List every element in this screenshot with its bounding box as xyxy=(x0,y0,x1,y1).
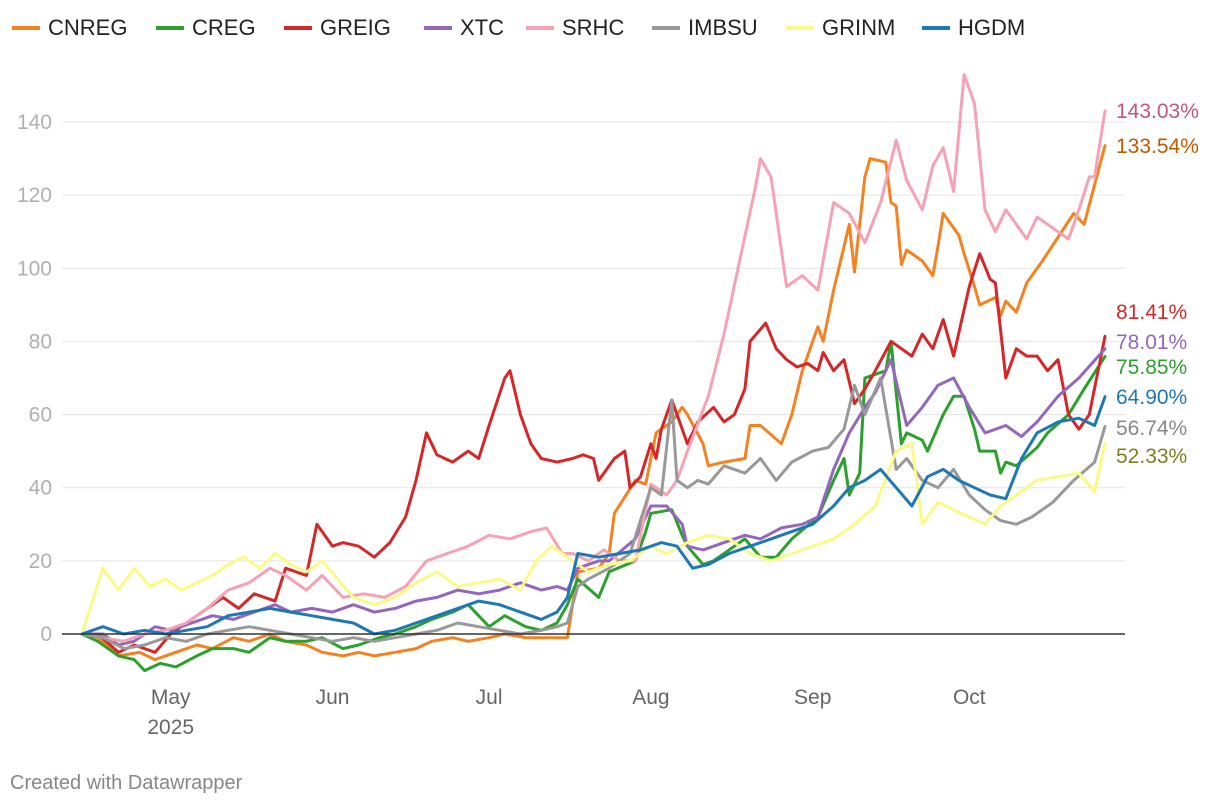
series-line-cnreg xyxy=(80,144,1107,662)
legend-label: SRHC xyxy=(562,15,624,40)
series-line-srhc xyxy=(80,73,1107,643)
legend-label: HGDM xyxy=(958,15,1025,40)
line-chart: CNREG CREG GREIG XTC SRHC IMBSU GRINM HGDM 0 20 4… xyxy=(12,15,1199,739)
series-line-xtc xyxy=(80,347,1107,647)
series-line-grinm xyxy=(80,441,1107,636)
y-axis-ticks: 0 20 40 60 80 100 120 140 xyxy=(17,111,52,646)
x-axis-ticks: May 2025 Jun Jul Aug Sep Oct xyxy=(147,686,985,739)
legend-label: GREIG xyxy=(320,15,391,40)
x-tick-sublabel: 2025 xyxy=(147,716,194,739)
y-tick-label: 0 xyxy=(40,623,52,646)
gridlines xyxy=(62,121,1125,562)
footer-credit: Created with Datawrapper xyxy=(10,772,243,794)
legend-item-creg: CREG xyxy=(156,15,256,40)
series-line-hgdm xyxy=(80,395,1107,636)
end-label-creg: 75.85% xyxy=(1116,356,1187,379)
legend-label: CNREG xyxy=(48,15,127,40)
end-label-xtc: 78.01% xyxy=(1116,331,1187,354)
series-lines xyxy=(62,73,1125,673)
x-tick-label: Oct xyxy=(953,686,986,709)
end-label-cnreg: 133.54% xyxy=(1116,135,1199,158)
legend-item-hgdm: HGDM xyxy=(922,15,1025,40)
end-label-srhc: 143.03% xyxy=(1116,100,1199,123)
legend-label: IMBSU xyxy=(688,15,758,40)
y-tick-label: 120 xyxy=(17,184,52,207)
end-labels: 133.54% 75.85% 81.41% 78.01% 143.03% 56.74% 52… xyxy=(1116,100,1199,468)
y-tick-label: 40 xyxy=(29,477,52,500)
legend-label: XTC xyxy=(460,15,504,40)
series-line-greig xyxy=(80,252,1107,654)
end-label-imbsu: 56.74% xyxy=(1116,417,1187,440)
legend: CNREG CREG GREIG XTC SRHC IMBSU GRINM HGDM xyxy=(12,15,1025,40)
series-line-creg xyxy=(80,339,1107,673)
x-tick-label: Jun xyxy=(316,686,350,709)
end-label-hgdm: 64.90% xyxy=(1116,386,1187,409)
y-tick-label: 80 xyxy=(29,330,52,353)
legend-item-xtc: XTC xyxy=(424,15,504,40)
legend-label: GRINM xyxy=(822,15,895,40)
end-label-greig: 81.41% xyxy=(1116,301,1187,324)
y-tick-label: 100 xyxy=(17,257,52,280)
legend-item-greig: GREIG xyxy=(284,15,391,40)
x-tick-label: Aug xyxy=(632,686,669,709)
legend-item-srhc: SRHC xyxy=(526,15,624,40)
y-tick-label: 60 xyxy=(29,404,52,427)
x-tick-label: Sep xyxy=(794,686,831,709)
end-label-grinm: 52.33% xyxy=(1116,445,1187,468)
legend-item-grinm: GRINM xyxy=(786,15,895,40)
x-tick-label: May xyxy=(151,686,191,709)
legend-item-cnreg: CNREG xyxy=(12,15,127,40)
y-tick-label: 140 xyxy=(17,111,52,134)
legend-item-imbsu: IMBSU xyxy=(652,15,758,40)
y-tick-label: 20 xyxy=(29,550,52,573)
legend-label: CREG xyxy=(192,15,256,40)
x-tick-label: Jul xyxy=(476,686,503,709)
